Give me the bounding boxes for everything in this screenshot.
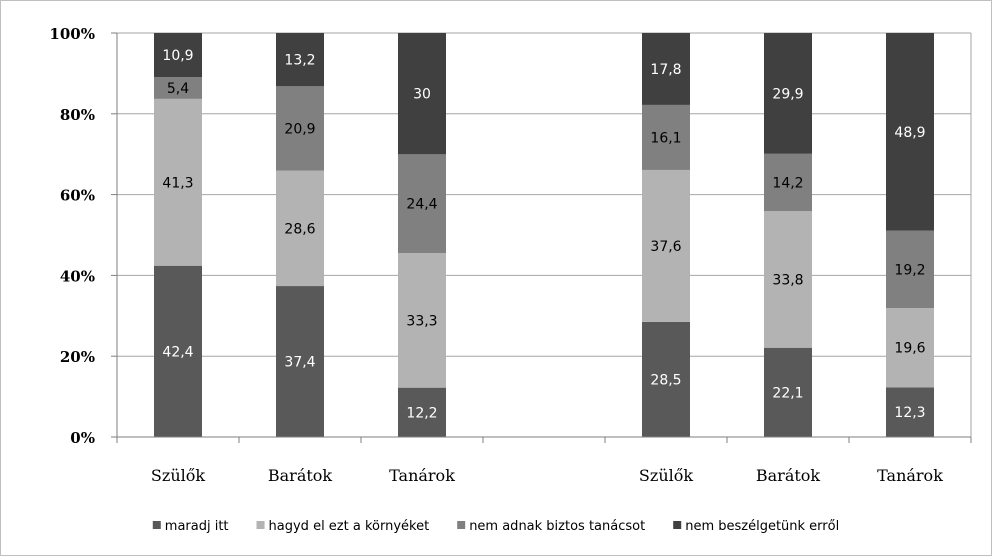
data-label: 29,9 — [772, 86, 803, 102]
legend-label: maradj itt — [165, 519, 229, 534]
x-tick-label: Barátok — [756, 466, 821, 485]
data-label: 17,8 — [650, 62, 681, 78]
data-label: 20,9 — [284, 121, 315, 137]
y-tick-label: 60% — [60, 187, 95, 205]
y-tick-label: 20% — [60, 348, 95, 366]
data-label: 48,9 — [894, 125, 925, 141]
legend-item: nem beszélgetünk erről — [673, 519, 839, 534]
data-label: 12,3 — [894, 405, 925, 421]
x-tick-label: Szülők — [151, 466, 205, 485]
data-label: 10,9 — [162, 48, 193, 64]
data-label: 14,2 — [772, 175, 803, 191]
y-tick-label: 80% — [60, 106, 95, 124]
data-label: 19,6 — [894, 341, 925, 357]
data-label: 33,8 — [772, 272, 803, 288]
data-label: 28,5 — [650, 372, 681, 388]
legend-swatch — [673, 521, 681, 529]
data-label: 12,2 — [406, 405, 437, 421]
legend-item: hagyd el ezt a környéket — [257, 519, 430, 534]
data-label: 24,4 — [406, 197, 437, 213]
legend-item: nem adnak biztos tanácsot — [457, 519, 645, 534]
legend-label: nem beszélgetünk erről — [685, 519, 839, 534]
legend-item: maradj itt — [153, 519, 229, 534]
data-label: 13,2 — [284, 53, 315, 69]
legend-swatch — [153, 521, 161, 529]
legend: maradj itt hagyd el ezt a környéket nem ad… — [153, 519, 839, 534]
data-label: 22,1 — [772, 385, 803, 401]
y-tick-label: 100% — [49, 25, 95, 43]
legend-swatch — [457, 521, 465, 529]
data-label: 37,6 — [650, 239, 681, 255]
data-label: 19,2 — [894, 262, 925, 278]
x-tick-label: Barátok — [268, 466, 333, 485]
data-label: 33,3 — [406, 313, 437, 329]
data-label: 28,6 — [284, 221, 315, 237]
data-label: 41,3 — [162, 175, 193, 191]
x-tick-label: Tanárok — [389, 466, 455, 485]
y-tick-label: 0% — [70, 429, 95, 447]
data-label: 30 — [413, 87, 431, 103]
data-label: 5,4 — [167, 81, 189, 97]
y-tick-label: 40% — [60, 267, 95, 285]
data-label: 16,1 — [650, 130, 681, 146]
x-tick-label: Szülők — [639, 466, 693, 485]
gridlines — [117, 33, 971, 437]
data-label: 42,4 — [162, 344, 193, 360]
x-tick-label: Tanárok — [877, 466, 943, 485]
legend-label: hagyd el ezt a környéket — [269, 519, 430, 534]
data-label: 37,4 — [284, 355, 315, 371]
legend-swatch — [257, 521, 265, 529]
legend-label: nem adnak biztos tanácsot — [469, 519, 645, 534]
bars-group: 42,4 41,3 5,4 10,9 37,4 28,6 20,9 13,2 12,2 33,3 2… — [154, 33, 934, 437]
